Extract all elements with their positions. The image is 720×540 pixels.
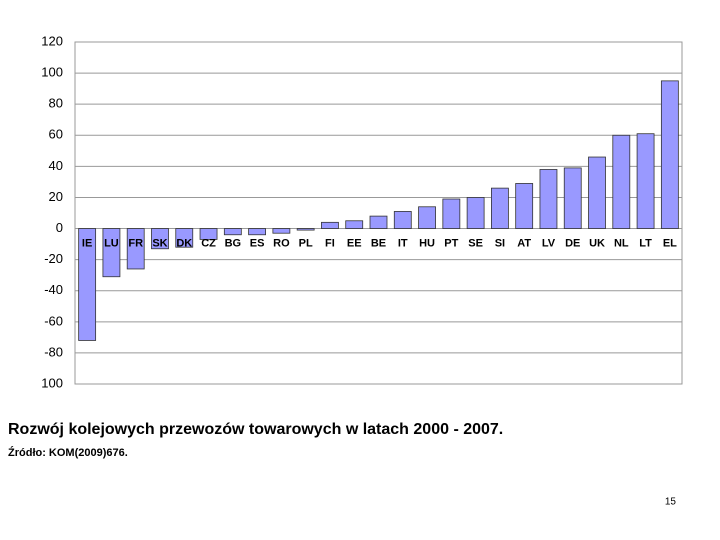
y-tick-label: 100 <box>41 65 63 80</box>
bar <box>539 169 558 229</box>
bar <box>223 228 242 236</box>
bar <box>588 156 606 229</box>
bar <box>466 197 485 229</box>
page-number: 15 <box>665 497 677 508</box>
y-tick-label: -60 <box>44 313 63 328</box>
bar <box>442 198 461 229</box>
x-tick-label: IE <box>82 237 92 249</box>
x-tick-label: LT <box>639 237 652 249</box>
bar <box>612 134 631 229</box>
bar <box>660 80 679 229</box>
x-tick-label: IT <box>398 237 408 249</box>
bar <box>345 220 364 229</box>
x-tick-label: LV <box>542 237 556 249</box>
x-tick-label: RO <box>273 237 290 249</box>
bar <box>418 206 436 229</box>
x-tick-label: EL <box>663 237 677 249</box>
x-tick-label: DE <box>565 237 580 249</box>
x-tick-label: SI <box>495 237 505 249</box>
bar <box>78 228 97 341</box>
source: Źródło: KOM(2009)676. <box>8 446 128 459</box>
x-tick-label: AT <box>517 237 531 249</box>
chart-title: Rozwój kolejowych przewozów towarowych w… <box>8 421 503 438</box>
y-tick-label: 120 <box>41 33 63 48</box>
x-tick-label: FI <box>325 237 335 249</box>
bar <box>175 228 194 248</box>
y-tick-label: -40 <box>44 282 63 297</box>
bar <box>151 228 169 250</box>
bar <box>636 133 655 229</box>
y-tick-label: 0 <box>56 220 63 235</box>
bar <box>102 228 121 278</box>
y-tick-label: -80 <box>44 344 63 359</box>
bar <box>248 228 266 236</box>
x-tick-label: ES <box>250 237 265 249</box>
y-tick-label: 100 <box>41 375 63 390</box>
x-tick-label: SE <box>468 237 483 249</box>
bar <box>321 221 339 229</box>
plot-border <box>74 41 683 385</box>
bar <box>393 211 412 229</box>
y-tick-label: 40 <box>49 158 63 173</box>
bar <box>369 215 388 229</box>
bar <box>272 228 291 234</box>
y-tick-label: 20 <box>49 189 63 204</box>
bar <box>515 183 534 229</box>
y-tick-label: -20 <box>44 251 63 266</box>
x-tick-label: SK <box>152 237 167 249</box>
x-tick-label: FR <box>128 237 143 249</box>
x-tick-label: PT <box>444 237 458 249</box>
x-tick-label: DK <box>176 237 192 249</box>
x-tick-label: UK <box>589 237 605 249</box>
x-tick-label: HU <box>419 237 435 249</box>
x-tick-label: BE <box>371 237 386 249</box>
bar <box>126 228 145 270</box>
bar <box>296 228 315 231</box>
bar <box>491 187 509 229</box>
x-tick-label: EE <box>347 237 362 249</box>
y-tick-label: 80 <box>49 96 63 111</box>
x-tick-label: CZ <box>201 237 216 249</box>
x-tick-label: PL <box>299 237 313 249</box>
x-tick-label: NL <box>614 237 629 249</box>
x-tick-label: LU <box>104 237 119 249</box>
y-tick-label: 60 <box>49 127 63 142</box>
bar <box>199 228 218 240</box>
x-tick-label: BG <box>225 237 242 249</box>
bar <box>563 167 582 229</box>
